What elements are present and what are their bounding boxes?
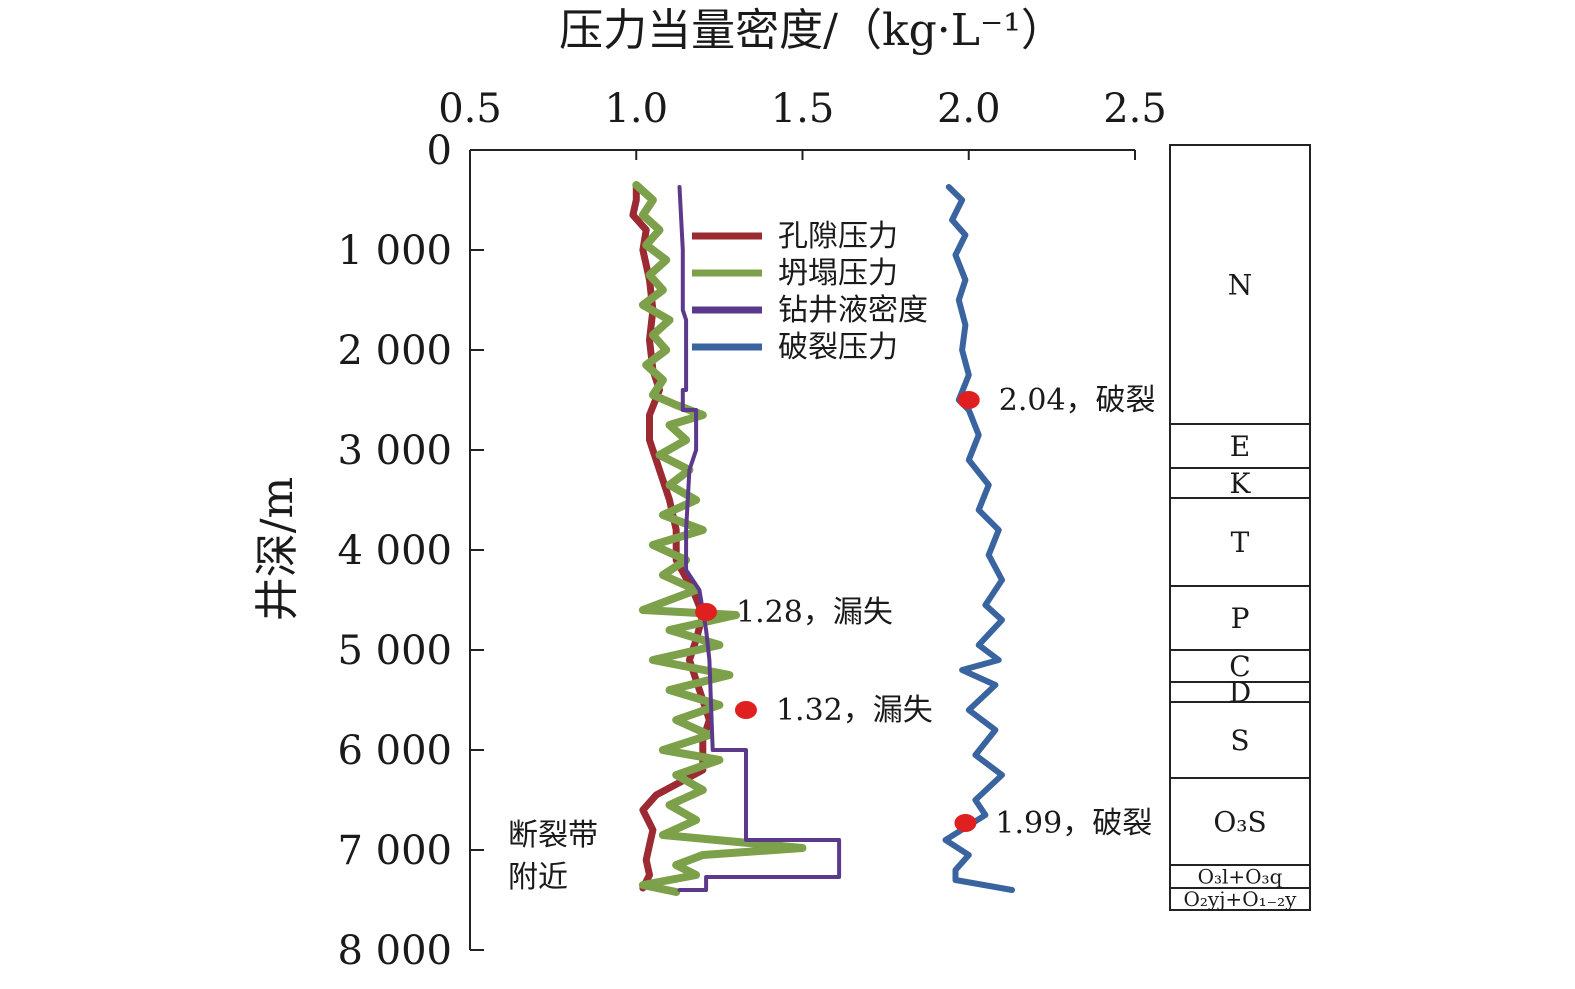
legend-entry: 孔隙压力 — [778, 219, 898, 254]
series-line — [677, 185, 842, 892]
series-line — [942, 184, 1015, 893]
y-tick-label: 3 000 — [337, 428, 452, 474]
x-tick-label: 0.5 — [438, 86, 502, 132]
y-tick-label: 0 — [427, 128, 452, 174]
y-tick-label: 1 000 — [337, 228, 452, 274]
series-line — [629, 181, 713, 892]
event-label: 1.99，破裂 — [995, 806, 1152, 841]
fault-zone-label: 断裂带 — [508, 818, 598, 853]
fault-zone-label: 附近 — [508, 860, 568, 895]
y-tick-label: 7 000 — [337, 828, 452, 874]
y-tick-label: 4 000 — [337, 528, 452, 574]
legend-entry: 钻井液密度 — [778, 293, 928, 328]
strata-label: K — [1230, 467, 1252, 500]
event-label: 2.04，破裂 — [999, 383, 1156, 418]
strata-label: S — [1230, 724, 1249, 757]
event-marker — [734, 701, 757, 719]
strata-label: T — [1231, 526, 1250, 559]
x-tick-label: 2.5 — [1103, 86, 1167, 132]
strata-label: E — [1230, 430, 1250, 463]
y-axis-label: 井深/m — [252, 477, 303, 622]
strata-label: O₃l+O₃q — [1198, 865, 1283, 889]
event-marker — [957, 391, 980, 409]
strata-label: C — [1229, 650, 1250, 683]
y-tick-label: 5 000 — [337, 628, 452, 674]
chart-title: 压力当量密度/（kg·L⁻¹） — [559, 5, 1065, 56]
strata-label: D — [1229, 676, 1251, 709]
event-marker — [695, 603, 718, 621]
y-tick-label: 6 000 — [337, 728, 452, 774]
legend-entry: 破裂压力 — [778, 330, 898, 365]
y-tick-label: 2 000 — [337, 328, 452, 374]
event-label: 1.28，漏失 — [736, 595, 893, 630]
legend-entry: 坍塌压力 — [778, 256, 898, 291]
event-label: 1.32，漏失 — [776, 693, 933, 728]
x-tick-label: 1.5 — [771, 86, 835, 132]
strata-label: P — [1231, 602, 1250, 635]
event-marker — [954, 814, 977, 832]
strata-label: N — [1228, 269, 1253, 302]
series-line — [632, 181, 807, 896]
x-tick-label: 1.0 — [604, 86, 668, 132]
strata-label: O₃S — [1213, 806, 1266, 839]
strata-label: O₂yj+O₁₋₂y — [1184, 887, 1298, 911]
x-tick-label: 2.0 — [937, 86, 1001, 132]
y-tick-label: 8 000 — [337, 928, 452, 974]
